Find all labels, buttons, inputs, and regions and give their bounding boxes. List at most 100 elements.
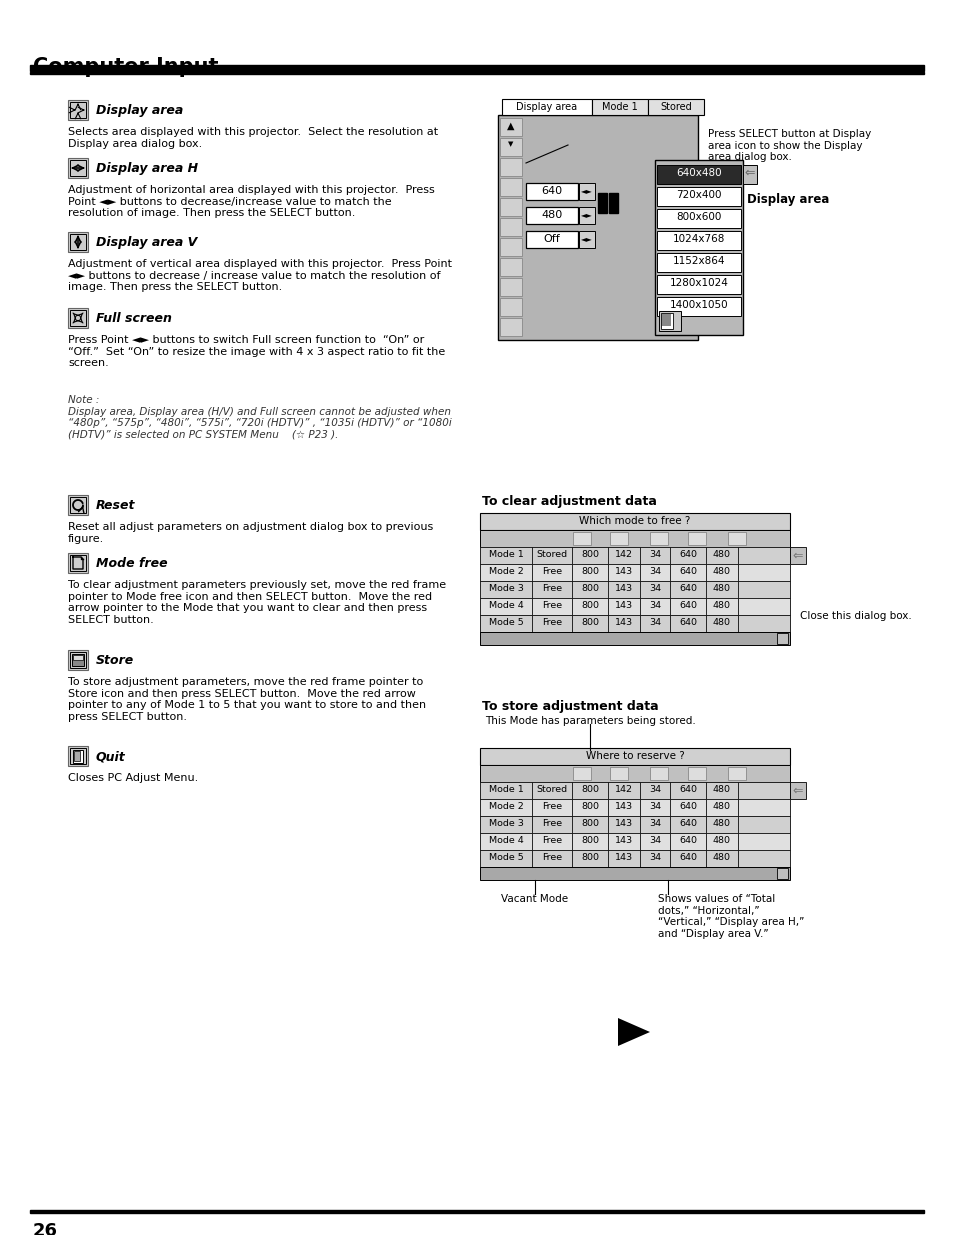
Text: ◄►: ◄► — [580, 210, 592, 219]
Text: 34: 34 — [648, 785, 660, 794]
Bar — [598, 193, 606, 212]
Bar — [73, 750, 83, 763]
Bar — [479, 632, 789, 645]
Bar — [705, 816, 738, 832]
Bar — [687, 767, 705, 781]
Bar — [532, 547, 572, 564]
Text: Press SELECT button at Display
area icon to show the Display
area dialog box.: Press SELECT button at Display area icon… — [707, 128, 870, 162]
Bar — [705, 547, 738, 564]
Bar — [497, 115, 698, 340]
Text: ⇐: ⇐ — [792, 550, 802, 563]
Bar — [68, 553, 88, 573]
Bar — [479, 615, 789, 632]
Bar — [650, 532, 668, 545]
Text: To store adjustment data: To store adjustment data — [481, 700, 658, 713]
Text: 640: 640 — [679, 802, 697, 811]
Bar — [657, 296, 740, 316]
Bar — [705, 598, 738, 615]
Bar — [789, 547, 805, 564]
Bar — [578, 183, 595, 200]
Bar — [687, 532, 705, 545]
Bar — [525, 183, 578, 200]
Text: Off: Off — [543, 233, 559, 245]
Bar — [639, 799, 669, 816]
Bar — [572, 782, 607, 799]
Bar — [607, 782, 639, 799]
Bar — [738, 816, 789, 832]
Text: 800: 800 — [580, 618, 598, 627]
Text: 640x480: 640x480 — [676, 168, 721, 178]
Text: Quit: Quit — [96, 750, 126, 763]
Bar — [639, 816, 669, 832]
Polygon shape — [618, 1018, 649, 1046]
Text: Press Point ◄► buttons to switch Full screen function to  “On” or
“Off.”  Set “O: Press Point ◄► buttons to switch Full sc… — [68, 335, 445, 368]
Text: 640: 640 — [679, 550, 697, 559]
Bar — [669, 782, 705, 799]
Text: 800x600: 800x600 — [676, 212, 720, 222]
Bar — [499, 119, 521, 136]
Bar — [639, 850, 669, 867]
Text: Free: Free — [541, 584, 561, 593]
Text: 143: 143 — [615, 601, 633, 610]
Text: 640: 640 — [679, 584, 697, 593]
Bar — [639, 615, 669, 632]
Bar — [70, 103, 86, 119]
Bar — [669, 580, 705, 598]
Bar — [669, 850, 705, 867]
Text: Mode 1: Mode 1 — [488, 785, 523, 794]
Bar — [479, 816, 532, 832]
Bar — [738, 615, 789, 632]
Bar — [738, 598, 789, 615]
Text: Stored: Stored — [659, 103, 691, 112]
Text: Mode 1: Mode 1 — [488, 550, 523, 559]
Text: 1280x1024: 1280x1024 — [669, 278, 728, 288]
Text: 800: 800 — [580, 836, 598, 845]
Bar — [70, 748, 86, 764]
Text: 800: 800 — [580, 853, 598, 862]
Text: 800: 800 — [580, 819, 598, 827]
Bar — [532, 799, 572, 816]
Text: 480: 480 — [712, 836, 730, 845]
Bar — [68, 650, 88, 671]
Bar — [68, 158, 88, 178]
Text: 640: 640 — [679, 601, 697, 610]
Text: 1024x768: 1024x768 — [672, 233, 724, 245]
Text: 34: 34 — [648, 550, 660, 559]
Bar — [70, 233, 86, 249]
Bar — [499, 258, 521, 275]
Text: 143: 143 — [615, 567, 633, 576]
Bar — [479, 832, 789, 850]
Text: 34: 34 — [648, 618, 660, 627]
Bar — [479, 513, 789, 530]
Text: 640: 640 — [541, 186, 562, 196]
Bar — [501, 99, 592, 115]
Bar — [669, 598, 705, 615]
Text: 800: 800 — [580, 584, 598, 593]
Bar — [657, 231, 740, 249]
Text: 480: 480 — [712, 601, 730, 610]
Bar — [479, 564, 532, 580]
Text: 800: 800 — [580, 567, 598, 576]
Bar — [479, 580, 532, 598]
Text: 143: 143 — [615, 853, 633, 862]
Text: Mode 5: Mode 5 — [488, 853, 523, 862]
Text: Note :
Display area, Display area (H/V) and Full screen cannot be adjusted when
: Note : Display area, Display area (H/V) … — [68, 395, 452, 440]
Text: Which mode to free ?: Which mode to free ? — [578, 516, 690, 526]
Bar — [639, 832, 669, 850]
Bar — [532, 850, 572, 867]
Bar — [70, 496, 86, 513]
Text: Reset: Reset — [96, 499, 135, 513]
Text: 480: 480 — [712, 819, 730, 827]
Text: Mode 3: Mode 3 — [488, 584, 523, 593]
Text: 720x400: 720x400 — [676, 190, 721, 200]
Text: 640: 640 — [679, 853, 697, 862]
Bar — [776, 868, 787, 879]
Text: 480: 480 — [712, 785, 730, 794]
Bar — [639, 598, 669, 615]
Bar — [479, 799, 532, 816]
Bar — [705, 615, 738, 632]
Text: Mode 2: Mode 2 — [488, 567, 523, 576]
Bar — [572, 547, 607, 564]
Text: To clear adjustment parameters previously set, move the red frame
pointer to Mod: To clear adjustment parameters previousl… — [68, 580, 446, 625]
Bar — [30, 72, 923, 74]
